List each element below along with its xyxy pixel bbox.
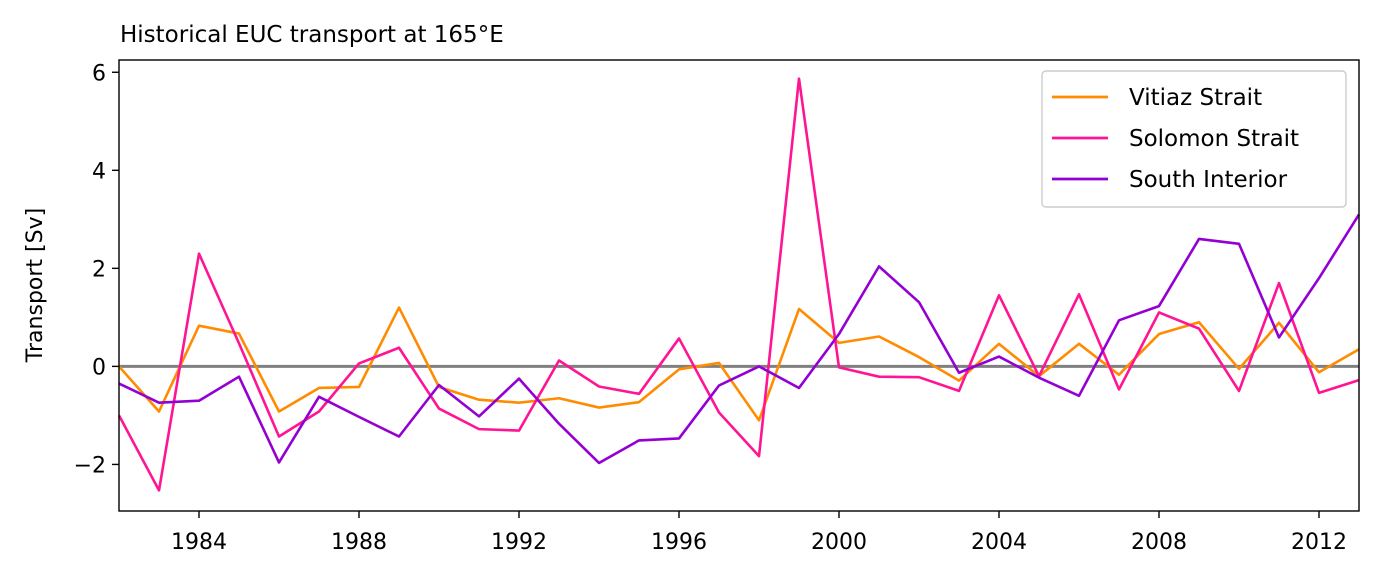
- legend-label: Vitiaz Strait: [1129, 85, 1262, 111]
- series-line-vitiaz-strait: [118, 306, 1360, 422]
- chart-title: Historical EUC transport at 165°E: [120, 22, 504, 48]
- series-line-solomon-strait: [117, 77, 1360, 492]
- y-tick-label: 0: [92, 355, 106, 380]
- x-tick-label: 2000: [811, 530, 867, 555]
- y-tick-label: −2: [74, 453, 106, 478]
- x-tick-label: 2004: [971, 530, 1027, 555]
- y-tick-label: 6: [92, 61, 106, 86]
- legend-label: South Interior: [1129, 167, 1288, 193]
- legend-label: Solomon Strait: [1129, 126, 1299, 152]
- legend-box: [1041, 70, 1347, 208]
- x-tick-label: 1992: [491, 530, 547, 555]
- plot-frame: [118, 59, 1360, 512]
- x-tick-label: 2008: [1131, 530, 1187, 555]
- y-tick-label: 2: [92, 257, 106, 282]
- y-axis-label: Transport [Sv]: [23, 208, 48, 363]
- x-tick-label: 1984: [171, 530, 227, 555]
- legend: Vitiaz Strait Solomon Strait South Interio…: [1041, 70, 1347, 208]
- y-tick-label: 4: [92, 159, 106, 184]
- x-tick-label: 2012: [1291, 530, 1347, 555]
- series-layer: [117, 77, 1361, 492]
- ticks-layer: 1984 1988 1992 1996 2000 2004 2008 2012 −2 0 2 4 6: [74, 61, 1347, 555]
- x-tick-label: 1988: [331, 530, 387, 555]
- series-line-south-interior: [118, 213, 1361, 465]
- x-tick-label: 1996: [651, 530, 707, 555]
